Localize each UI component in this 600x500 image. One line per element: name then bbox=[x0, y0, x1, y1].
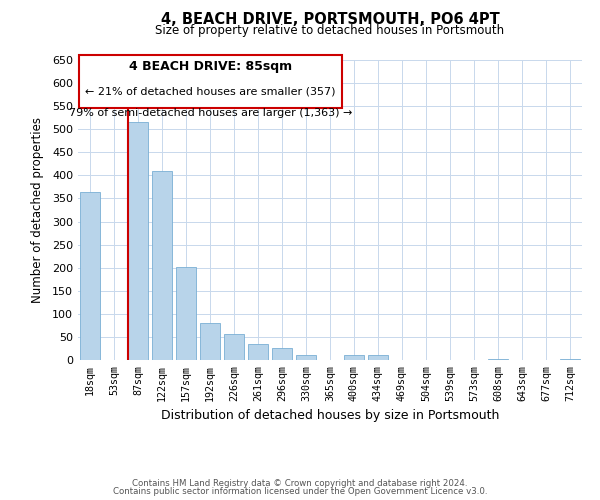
Text: Size of property relative to detached houses in Portsmouth: Size of property relative to detached ho… bbox=[155, 24, 505, 37]
Bar bbox=[200, 323, 220, 360]
Bar bbox=[128, 122, 148, 360]
Bar bbox=[488, 359, 508, 360]
Y-axis label: Number of detached properties: Number of detached properties bbox=[31, 117, 44, 303]
Bar bbox=[248, 344, 268, 360]
Bar bbox=[560, 359, 580, 360]
Bar bbox=[368, 356, 388, 360]
Bar bbox=[224, 334, 244, 360]
Text: 4 BEACH DRIVE: 85sqm: 4 BEACH DRIVE: 85sqm bbox=[129, 60, 292, 74]
Bar bbox=[152, 171, 172, 360]
Text: Contains HM Land Registry data © Crown copyright and database right 2024.: Contains HM Land Registry data © Crown c… bbox=[132, 478, 468, 488]
Text: ← 21% of detached houses are smaller (357): ← 21% of detached houses are smaller (35… bbox=[85, 86, 336, 97]
Text: 79% of semi-detached houses are larger (1,363) →: 79% of semi-detached houses are larger (… bbox=[69, 108, 352, 118]
Text: 4, BEACH DRIVE, PORTSMOUTH, PO6 4PT: 4, BEACH DRIVE, PORTSMOUTH, PO6 4PT bbox=[161, 12, 499, 28]
X-axis label: Distribution of detached houses by size in Portsmouth: Distribution of detached houses by size … bbox=[161, 409, 499, 422]
Bar bbox=[344, 356, 364, 360]
Text: Contains public sector information licensed under the Open Government Licence v3: Contains public sector information licen… bbox=[113, 487, 487, 496]
Bar bbox=[272, 348, 292, 360]
Bar bbox=[176, 267, 196, 360]
Bar bbox=[80, 192, 100, 360]
Bar bbox=[296, 356, 316, 360]
